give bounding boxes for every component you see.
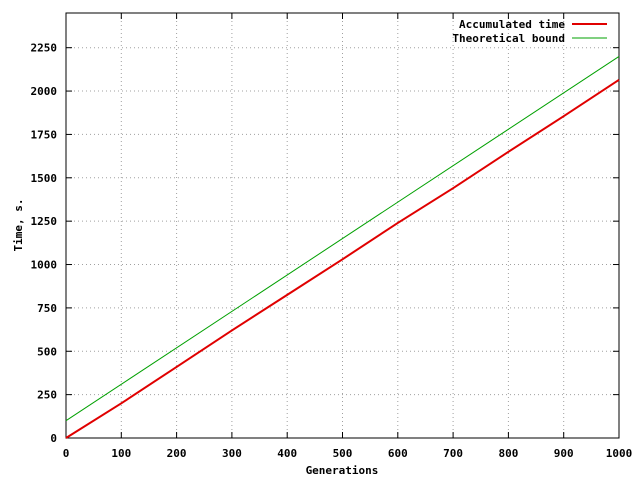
y-tick-label: 1750 (31, 128, 58, 141)
y-tick-label: 750 (37, 302, 57, 315)
legend-label-accumulated-time: Accumulated time (459, 18, 565, 31)
y-tick-label: 1500 (31, 172, 58, 185)
series-line-accumulated-time (65, 78, 620, 439)
x-tick-label: 200 (167, 447, 187, 460)
y-tick-label: 500 (37, 345, 57, 358)
x-tick-label: 100 (111, 447, 131, 460)
x-tick-label: 400 (277, 447, 297, 460)
legend-label-theoretical-bound: Theoretical bound (452, 32, 565, 45)
y-tick-label: 1250 (31, 215, 58, 228)
y-tick-label: 250 (37, 389, 57, 402)
x-tick-label: 700 (443, 447, 463, 460)
y-tick-label: 1000 (31, 259, 58, 272)
x-tick-label: 900 (554, 447, 574, 460)
x-tick-label: 1000 (606, 447, 633, 460)
grid (66, 13, 619, 438)
x-tick-label: 500 (333, 447, 353, 460)
y-axis-label: Time, s. (12, 199, 25, 252)
series-line-theoretical-bound (65, 55, 620, 422)
x-tick-label: 0 (63, 447, 70, 460)
x-tick-label: 600 (388, 447, 408, 460)
legend: Accumulated time Theoretical bound (452, 18, 607, 45)
y-tick-label: 2000 (31, 85, 58, 98)
series (65, 55, 620, 439)
y-tick-label: 0 (50, 432, 57, 445)
x-tick-label: 800 (498, 447, 518, 460)
y-tick-label: 2250 (31, 42, 58, 55)
y-ticks: 0 250 500 750 1000 1250 1500 1750 2000 2250 (31, 42, 619, 445)
x-axis-label: Generations (306, 464, 379, 477)
x-tick-label: 300 (222, 447, 242, 460)
x-ticks: 0 100 200 300 400 500 600 700 800 900 1000 (63, 13, 633, 460)
